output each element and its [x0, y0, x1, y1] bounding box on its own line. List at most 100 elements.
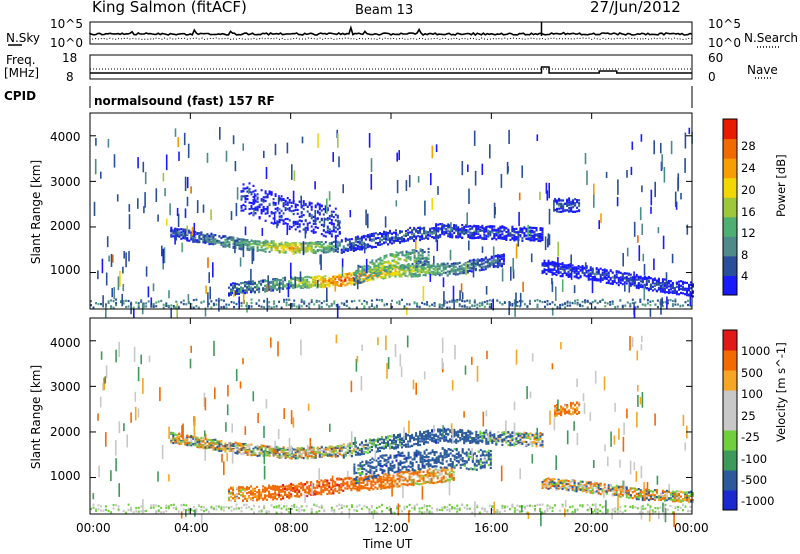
power-cell	[463, 232, 466, 236]
power-cell	[306, 275, 309, 278]
velocity-cell	[290, 452, 293, 455]
power-cell	[589, 269, 592, 272]
power-cell	[181, 242, 183, 253]
power-cell	[336, 282, 339, 285]
power-cell	[274, 143, 277, 156]
power-cell	[298, 215, 301, 218]
power-cell	[356, 236, 359, 239]
power-cell	[596, 301, 599, 305]
power-cell	[442, 263, 445, 266]
power-cell	[340, 284, 343, 287]
power-cell	[228, 303, 230, 306]
power-cell	[250, 305, 253, 308]
power-cell	[427, 237, 430, 240]
power-cell	[248, 288, 250, 291]
power-cell	[547, 270, 550, 273]
power-cell	[461, 227, 464, 230]
power-cell	[394, 272, 397, 275]
power-cell	[584, 153, 587, 165]
power-cell	[547, 259, 550, 262]
power-cell	[308, 283, 311, 287]
power-cell	[250, 206, 253, 209]
power-cell	[186, 177, 189, 189]
velocity-cell	[248, 449, 251, 452]
power-cell	[350, 242, 353, 245]
power-cell	[657, 286, 660, 289]
power-cell	[378, 299, 381, 302]
velocity-cell	[260, 444, 263, 447]
power-cell	[294, 206, 297, 209]
power-cell	[292, 220, 295, 223]
power-cell	[203, 234, 206, 242]
power-cell	[450, 222, 452, 233]
power-cell	[471, 225, 474, 228]
power-cell	[491, 231, 494, 234]
velocity-cell	[244, 443, 247, 446]
power-cell	[308, 201, 311, 204]
power-cell	[657, 288, 660, 291]
power-cell	[481, 226, 484, 229]
power-cell	[445, 230, 448, 233]
power-cell	[417, 251, 420, 254]
power-cell	[595, 273, 598, 276]
power-cell	[398, 301, 401, 304]
power-cell	[318, 211, 321, 214]
power-cell	[576, 201, 579, 204]
power-cell	[212, 240, 215, 243]
power-cell	[268, 305, 271, 308]
power-cell	[300, 305, 303, 308]
power-cell	[512, 269, 515, 279]
power-cell	[631, 279, 634, 282]
power-cell	[206, 235, 209, 238]
power-cell	[410, 270, 413, 273]
power-cell	[116, 194, 119, 202]
power-cell	[692, 284, 694, 287]
power-cell	[573, 285, 576, 294]
power-cell	[342, 275, 345, 278]
power-cell	[609, 278, 612, 281]
power-cell	[115, 298, 118, 301]
power-cell	[447, 232, 450, 235]
power-cell	[562, 210, 565, 213]
power-cell	[298, 230, 301, 233]
power-cell	[304, 286, 307, 289]
power-cell	[310, 276, 313, 279]
power-cell	[415, 264, 418, 267]
power-cell	[185, 303, 188, 306]
power-cell	[310, 285, 313, 288]
power-cell	[475, 236, 478, 239]
power-cell	[545, 182, 548, 194]
power-cell	[445, 228, 448, 231]
power-cell	[240, 302, 243, 305]
power-cell	[407, 264, 410, 267]
power-cell	[432, 267, 435, 270]
power-cell	[629, 302, 632, 306]
power-cell	[399, 240, 401, 243]
power-cell	[194, 233, 197, 236]
power-cell	[387, 238, 389, 241]
power-cell	[232, 286, 234, 290]
power-cell	[556, 201, 558, 204]
power-cell	[639, 285, 642, 288]
power-cell	[395, 251, 398, 254]
power-cell	[336, 234, 339, 237]
power-cell	[622, 253, 624, 267]
power-cell	[413, 301, 416, 304]
power-cell	[302, 285, 305, 289]
power-cell	[403, 240, 405, 243]
power-cell	[448, 270, 451, 273]
power-cell	[264, 192, 267, 195]
power-cell	[454, 268, 457, 272]
velocity-cell	[218, 440, 221, 443]
power-cell	[332, 230, 335, 233]
power-cell	[423, 232, 426, 235]
power-cell	[322, 245, 325, 248]
power-cell	[535, 234, 538, 237]
power-cell	[555, 262, 558, 265]
power-cell	[202, 204, 205, 213]
power-cell	[282, 220, 285, 223]
power-cell	[288, 219, 291, 222]
power-cell	[651, 279, 654, 282]
power-cell	[425, 261, 428, 264]
power-cell	[314, 206, 317, 209]
